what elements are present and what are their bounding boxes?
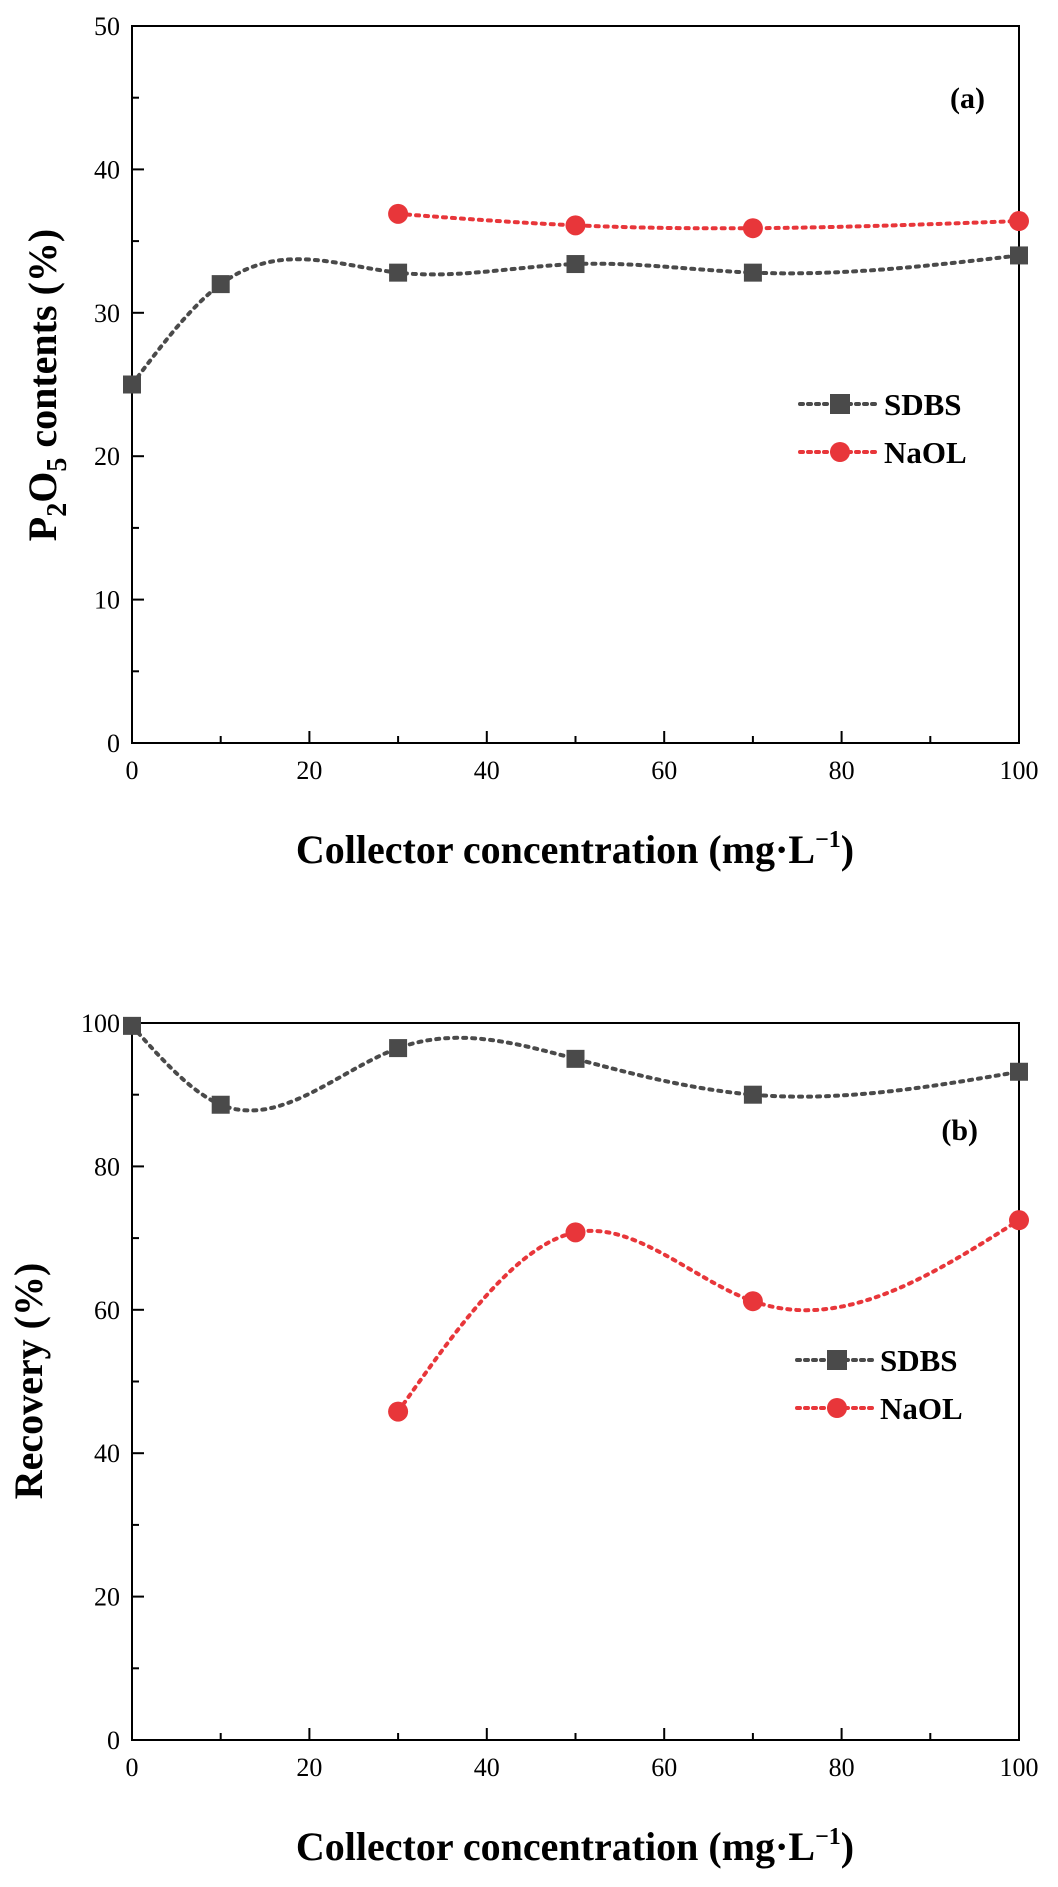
legend-b-naol-marker (827, 1398, 847, 1418)
chart-a-legend: SDBS NaOL (798, 387, 967, 470)
y-tick-label: 10 (94, 586, 120, 615)
point-sdbs (1010, 1062, 1028, 1081)
y-tick-label: 50 (94, 12, 120, 41)
fit-line-sdbs (130, 253, 1021, 387)
y-tick-label: 40 (94, 155, 120, 184)
y-tick-label: 80 (94, 1152, 120, 1181)
chart-a-x-label: Collector concentration (mg·L−1) (296, 827, 854, 872)
point-naol (1009, 211, 1029, 232)
point-sdbs (123, 1016, 141, 1035)
fit-line-sdbs (130, 1023, 1021, 1113)
chart-b: 0 20 40 60 80 100 0 20 40 60 80 100 (b) SDBS NaOL C… (6, 1009, 1039, 1869)
point-naol (565, 215, 586, 236)
x-tick-label: 80 (829, 1753, 855, 1782)
chart-b-y-label: Recovery (%) (6, 1263, 51, 1500)
y-tick-label: 0 (107, 1726, 120, 1755)
point-naol (1009, 1210, 1029, 1231)
chart-a-frame (131, 25, 1020, 744)
x-tick-label: 60 (651, 1753, 677, 1782)
x-tick-label: 80 (829, 756, 855, 785)
legend-a-naol-marker (830, 442, 850, 462)
chart-a-fit-lines (130, 211, 1021, 387)
point-sdbs (389, 263, 408, 282)
x-tick-label: 40 (474, 756, 500, 785)
legend-a-sdbs-marker (830, 394, 850, 414)
point-sdbs (566, 1049, 585, 1068)
x-tick-label: 60 (651, 756, 677, 785)
x-tick-label: 0 (126, 1753, 139, 1782)
point-sdbs (123, 375, 141, 394)
chart-b-x-label: Collector concentration (mg·L−1) (296, 1824, 854, 1869)
y-tick-label: 60 (94, 1296, 120, 1325)
x-tick-label: 0 (126, 756, 139, 785)
x-tick-label: 20 (296, 1753, 322, 1782)
chart-a-y-label: P2O5 contents (%) (20, 229, 73, 541)
legend-b-sdbs-label: SDBS (880, 1343, 958, 1378)
chart-a: 0 20 40 60 80 100 0 10 20 30 40 50 (a) SDBS NaOL Co… (20, 12, 1039, 872)
x-tick-label: 20 (296, 756, 322, 785)
chart-a-panel-label: (a) (950, 82, 985, 115)
point-sdbs (211, 275, 230, 294)
point-sdbs (743, 263, 762, 282)
chart-b-panel-label: (b) (941, 1114, 978, 1147)
y-tick-label: 100 (81, 1009, 120, 1038)
y-tick-label: 20 (94, 1583, 120, 1612)
point-sdbs (1010, 246, 1028, 265)
fit-line-naol (396, 211, 1021, 231)
chart-b-ticks: 0 20 40 60 80 100 0 20 40 60 80 100 (81, 1009, 1039, 1782)
y-tick-label: 30 (94, 299, 120, 328)
x-tick-label: 40 (474, 1753, 500, 1782)
y-tick-label: 40 (94, 1439, 120, 1468)
point-sdbs (389, 1039, 408, 1058)
point-sdbs (566, 255, 585, 274)
chart-a-ticks: 0 20 40 60 80 100 0 10 20 30 40 50 (94, 12, 1039, 785)
chart-a-markers (123, 203, 1029, 394)
chart-b-markers (123, 1016, 1029, 1422)
x-tick-label: 100 (1000, 756, 1039, 785)
y-tick-label: 20 (94, 442, 120, 471)
chart-b-frame (131, 1022, 1020, 1741)
legend-a-naol-label: NaOL (884, 435, 967, 470)
y-tick-label: 0 (107, 729, 120, 758)
legend-b-sdbs-marker (827, 1350, 847, 1370)
point-naol (388, 1401, 409, 1422)
point-naol (565, 1222, 586, 1243)
point-sdbs (743, 1085, 762, 1104)
legend-a-sdbs-label: SDBS (884, 387, 962, 422)
fit-line-naol (396, 1218, 1021, 1414)
point-naol (388, 203, 409, 224)
point-naol (742, 218, 763, 239)
point-naol (742, 1291, 763, 1312)
chart-b-fit-lines (130, 1023, 1021, 1414)
chart-b-legend: SDBS NaOL (795, 1343, 963, 1426)
legend-b-naol-label: NaOL (880, 1391, 963, 1426)
x-tick-label: 100 (1000, 1753, 1039, 1782)
point-sdbs (211, 1095, 230, 1114)
